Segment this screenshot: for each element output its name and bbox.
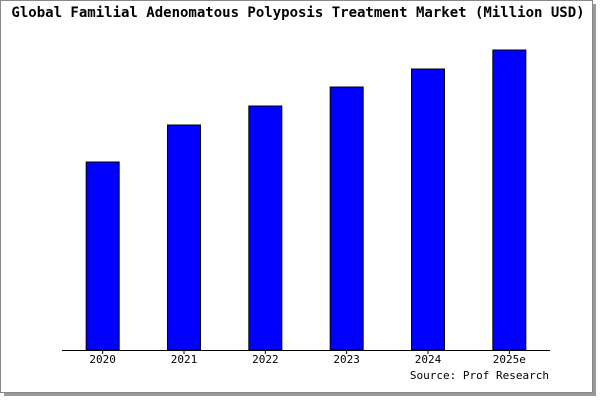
x-tick-label: 2021 xyxy=(171,353,198,366)
plot-area xyxy=(62,40,550,350)
chart-title: Global Familial Adenomatous Polyposis Tr… xyxy=(11,5,584,21)
x-tick-label: 2022 xyxy=(252,353,279,366)
x-tick-label: 2020 xyxy=(89,353,116,366)
x-tick-label: 2023 xyxy=(333,353,360,366)
bar xyxy=(411,68,445,351)
source: Source: Prof Research xyxy=(410,369,549,382)
x-tick-label: 2025e xyxy=(493,353,526,366)
bar xyxy=(85,161,120,351)
x-tick-label: 2024 xyxy=(415,353,442,366)
bar xyxy=(248,105,283,351)
bar xyxy=(167,124,201,351)
bar xyxy=(492,49,527,351)
bar xyxy=(329,86,364,351)
